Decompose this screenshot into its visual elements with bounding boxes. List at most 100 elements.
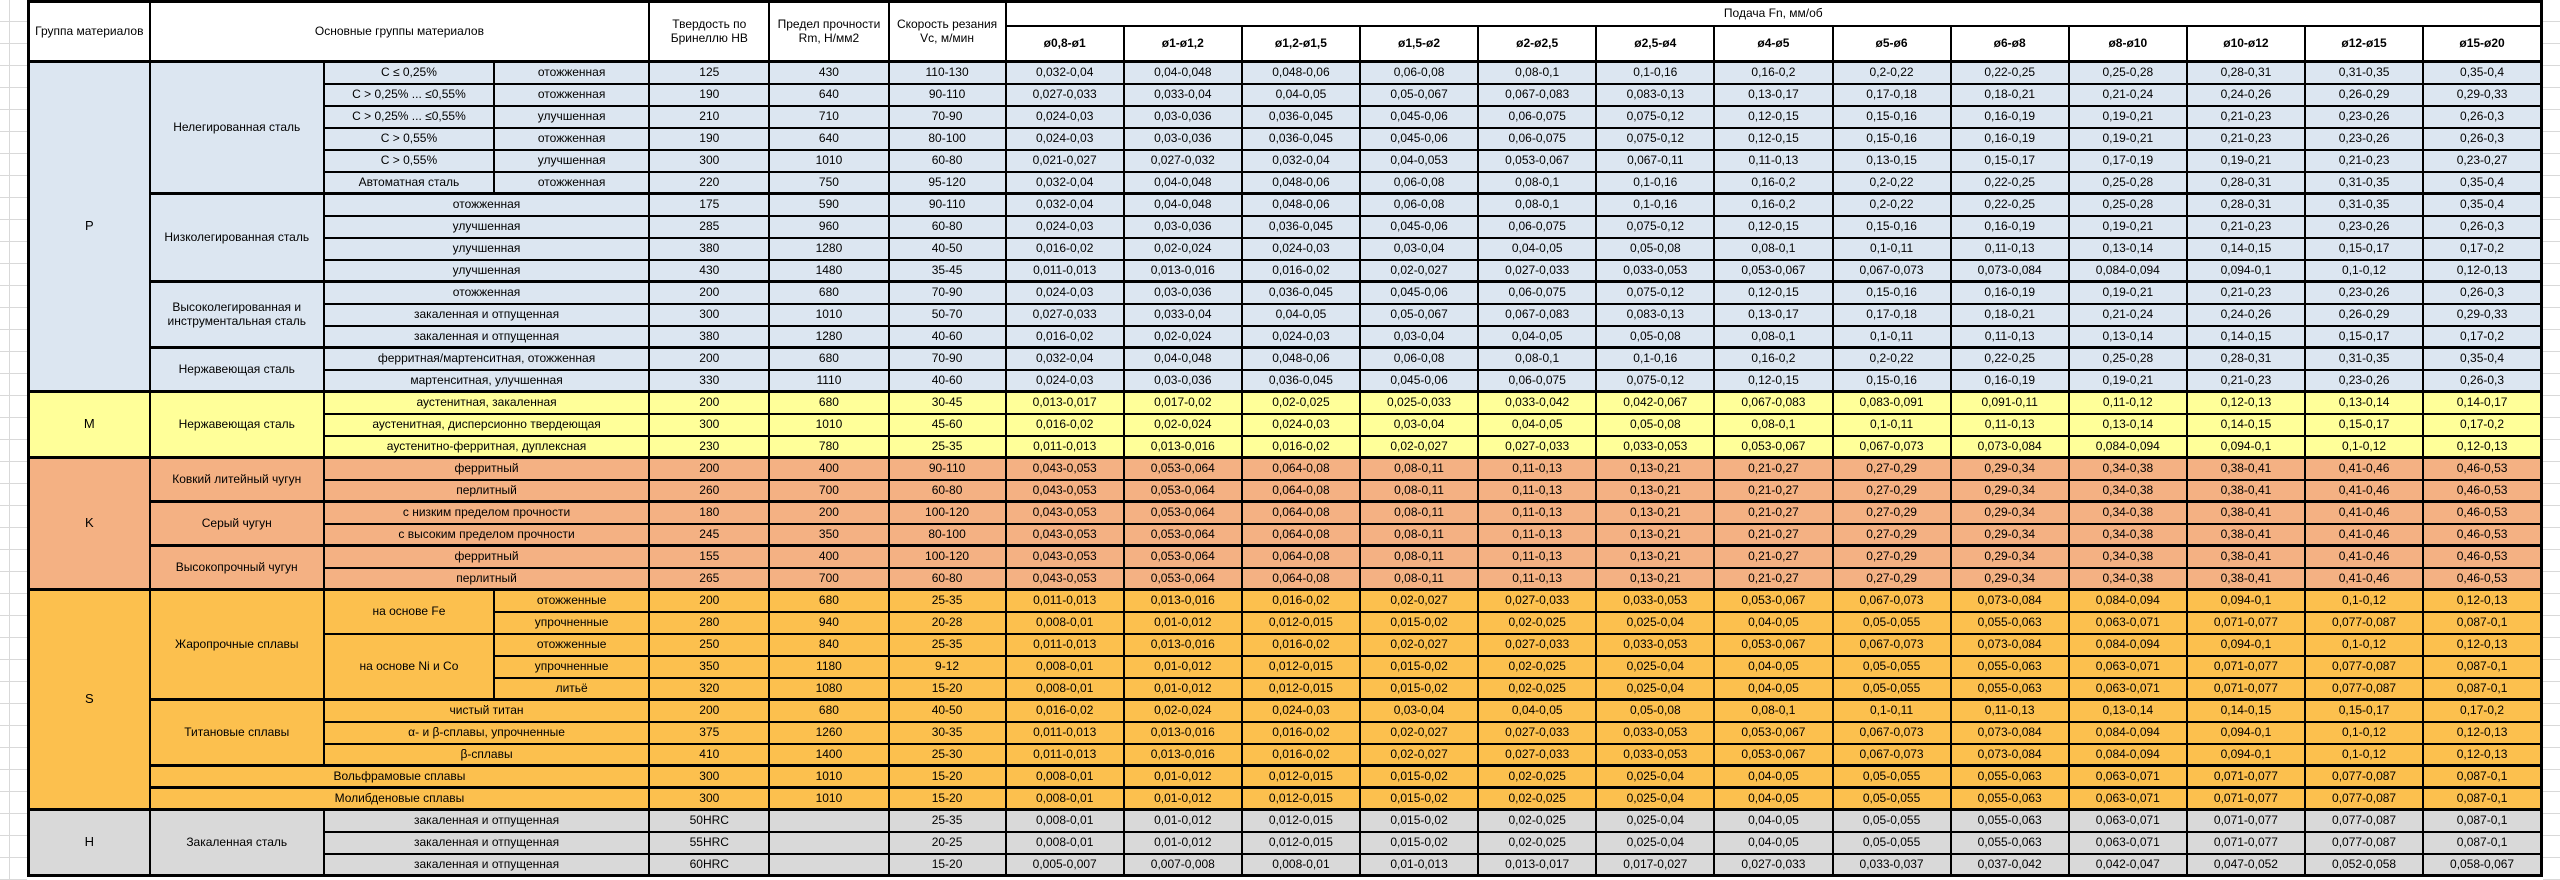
material-label-cell[interactable]: C > 0,55% [322,126,496,151]
feed-value-cell[interactable]: 0,045-0,06 [1358,368,1480,393]
feed-value-cell[interactable]: 0,064-0,08 [1240,478,1362,503]
strength-cell[interactable]: 1010 [768,412,890,437]
feed-value-cell[interactable]: 0,013-0,017 [1004,390,1125,415]
feed-value-cell[interactable]: 0,02-0,025 [1240,390,1362,415]
feed-value-cell[interactable]: 0,053-0,064 [1122,478,1243,503]
hardness-cell[interactable]: 155 [648,544,771,569]
feed-value-cell[interactable]: 0,073-0,084 [1949,588,2070,613]
hardness-cell[interactable]: 300 [648,148,771,173]
cutting-speed-cell[interactable]: 60-80 [887,148,1007,173]
hardness-cell[interactable]: 200 [648,390,771,415]
feed-value-cell[interactable]: 0,1-0,16 [1595,170,1716,195]
feed-value-cell[interactable]: 0,04-0,05 [1713,610,1834,635]
feed-value-cell[interactable]: 0,027-0,033 [1477,742,1598,767]
header-diameter-range[interactable]: ø12-ø15 [2303,24,2425,63]
strength-cell[interactable]: 960 [768,214,890,239]
feed-value-cell[interactable]: 0,04-0,048 [1122,170,1243,195]
feed-value-cell[interactable]: 0,05-0,055 [1831,786,1952,811]
feed-value-cell[interactable]: 0,027-0,033 [1477,434,1598,459]
feed-value-cell[interactable]: 0,077-0,087 [2303,610,2425,635]
header-diameter-range[interactable]: ø1,2-ø1,5 [1240,24,1362,63]
material-label-cell[interactable]: закаленная и отпущенная [322,324,651,349]
cutting-speed-cell[interactable]: 95-120 [887,170,1007,195]
feed-value-cell[interactable]: 0,08-0,1 [1713,324,1834,349]
feed-value-cell[interactable]: 0,1-0,11 [1831,412,1952,437]
feed-value-cell[interactable]: 0,01-0,012 [1122,786,1243,811]
feed-value-cell[interactable]: 0,094-0,1 [2185,434,2307,459]
feed-value-cell[interactable]: 0,17-0,2 [2422,324,2543,349]
feed-value-cell[interactable]: 0,05-0,055 [1831,654,1952,679]
feed-value-cell[interactable]: 0,033-0,053 [1595,434,1716,459]
feed-value-cell[interactable]: 0,46-0,53 [2422,500,2543,525]
feed-value-cell[interactable]: 0,26-0,29 [2303,82,2425,107]
cutting-speed-cell[interactable]: 50-70 [887,302,1007,327]
feed-value-cell[interactable]: 0,13-0,14 [2067,412,2188,437]
feed-value-cell[interactable]: 0,015-0,02 [1358,830,1480,855]
feed-value-cell[interactable]: 0,073-0,084 [1949,258,2070,283]
material-label-cell[interactable]: C > 0,25% ... ≤0,55% [322,82,496,107]
feed-value-cell[interactable]: 0,02-0,024 [1122,412,1243,437]
feed-value-cell[interactable]: 0,025-0,04 [1595,610,1716,635]
feed-value-cell[interactable]: 0,06-0,075 [1477,126,1598,151]
feed-value-cell[interactable]: 0,11-0,13 [1949,412,2070,437]
material-label-cell[interactable]: закаленная и отпущенная [322,808,651,833]
feed-value-cell[interactable]: 0,043-0,053 [1004,566,1125,591]
feed-value-cell[interactable]: 0,071-0,077 [2185,654,2307,679]
feed-value-cell[interactable]: 0,063-0,071 [2067,830,2188,855]
feed-value-cell[interactable]: 0,1-0,16 [1595,60,1716,85]
feed-value-cell[interactable]: 0,027-0,033 [1713,852,1834,877]
feed-value-cell[interactable]: 0,064-0,08 [1240,544,1362,569]
feed-value-cell[interactable]: 0,084-0,094 [2067,720,2188,745]
cutting-speed-cell[interactable]: 60-80 [887,214,1007,239]
group-code-cell[interactable]: P [27,60,151,393]
feed-value-cell[interactable]: 0,033-0,04 [1122,302,1243,327]
hardness-cell[interactable]: 175 [648,192,771,217]
header-speed[interactable]: Скорость резания Vc, м/мин [887,0,1007,63]
material-label-cell[interactable]: C ≤ 0,25% [322,60,496,85]
feed-value-cell[interactable]: 0,036-0,045 [1240,126,1362,151]
cutting-speed-cell[interactable]: 35-45 [887,258,1007,283]
hardness-cell[interactable]: 200 [648,588,771,613]
feed-value-cell[interactable]: 0,46-0,53 [2422,478,2543,503]
header-diameter-range[interactable]: ø2-ø2,5 [1477,24,1598,63]
feed-value-cell[interactable]: 0,027-0,032 [1122,148,1243,173]
material-label-cell[interactable]: упрочненные [493,654,651,679]
feed-value-cell[interactable]: 0,26-0,29 [2303,302,2425,327]
material-label-cell[interactable]: мартенситная, улучшенная [322,368,651,393]
strength-cell[interactable]: 1010 [768,302,890,327]
feed-value-cell[interactable]: 0,21-0,27 [1713,566,1834,591]
feed-value-cell[interactable]: 0,21-0,23 [2185,126,2307,151]
feed-value-cell[interactable]: 0,01-0,012 [1122,654,1243,679]
feed-value-cell[interactable]: 0,21-0,23 [2185,368,2307,393]
material-label-cell[interactable]: Автоматная сталь [322,170,496,195]
feed-value-cell[interactable]: 0,2-0,22 [1831,170,1952,195]
feed-value-cell[interactable]: 0,013-0,016 [1122,258,1243,283]
feed-value-cell[interactable]: 0,067-0,073 [1831,434,1952,459]
feed-value-cell[interactable]: 0,08-0,1 [1477,170,1598,195]
feed-value-cell[interactable]: 0,06-0,08 [1358,170,1480,195]
feed-value-cell[interactable]: 0,04-0,05 [1713,786,1834,811]
strength-cell[interactable] [768,852,890,877]
hardness-cell[interactable]: 410 [648,742,771,767]
hardness-cell[interactable]: 300 [648,302,771,327]
feed-value-cell[interactable]: 0,08-0,1 [1713,412,1834,437]
cutting-speed-cell[interactable]: 20-25 [887,830,1007,855]
feed-value-cell[interactable]: 0,21-0,27 [1713,456,1834,481]
feed-value-cell[interactable]: 0,16-0,19 [1949,126,2070,151]
feed-value-cell[interactable]: 0,011-0,013 [1004,720,1125,745]
feed-value-cell[interactable]: 0,16-0,19 [1949,368,2070,393]
hardness-cell[interactable]: 125 [648,60,771,85]
feed-value-cell[interactable]: 0,073-0,084 [1949,632,2070,657]
feed-value-cell[interactable]: 0,04-0,05 [1477,412,1598,437]
feed-value-cell[interactable]: 0,03-0,04 [1358,412,1480,437]
feed-value-cell[interactable]: 0,012-0,015 [1240,676,1362,701]
feed-value-cell[interactable]: 0,045-0,06 [1358,214,1480,239]
material-label-cell[interactable]: улучшенная [322,236,651,261]
feed-value-cell[interactable]: 0,042-0,067 [1595,390,1716,415]
feed-value-cell[interactable]: 0,12-0,15 [1713,104,1834,129]
hardness-cell[interactable]: 430 [648,258,771,283]
feed-value-cell[interactable]: 0,033-0,053 [1595,588,1716,613]
feed-value-cell[interactable]: 0,14-0,15 [2185,236,2307,261]
hardness-cell[interactable]: 180 [648,500,771,525]
hardness-cell[interactable]: 265 [648,566,771,591]
